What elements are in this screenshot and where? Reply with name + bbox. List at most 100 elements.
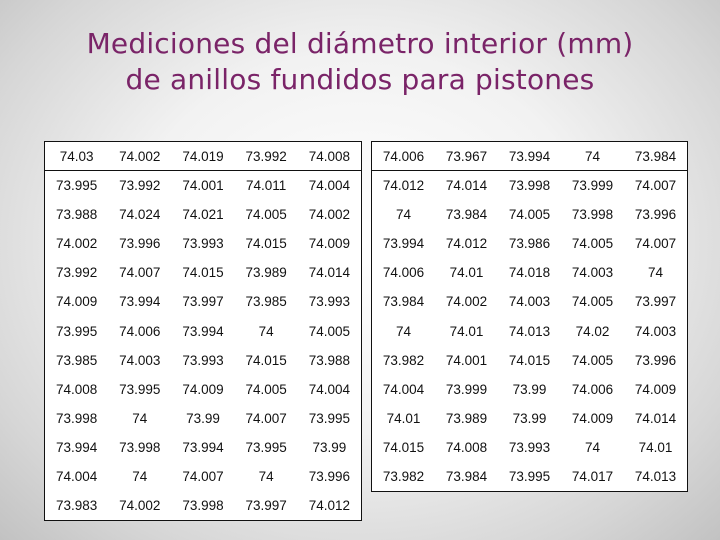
table-row: 74.006 74.01 74.018 74.003 74 [372,258,688,287]
table-cell: 74.004 [55,468,98,484]
table-cell: 73.997 [634,294,677,310]
measurements-table-right: 74.006 73.967 73.994 74 73.984 74.012 74.014 73… [371,141,688,493]
table-cell: 74.002 [445,294,488,310]
table-cell: 73.995 [119,381,161,397]
table-cell: 73.995 [55,323,98,339]
table-cell: 74.003 [571,265,614,281]
table-cell: 73.998 [119,439,161,455]
table-cell: 73.996 [308,468,350,484]
table-cell: 74.003 [634,323,677,339]
table-cell: 74.007 [182,468,224,484]
table-cell: 73.988 [308,352,350,368]
table-cell: 73.998 [571,207,614,223]
table-cell: 73.994 [55,439,98,455]
table-cell: 74.014 [634,410,677,426]
table-cell: 74.006 [371,141,435,171]
table-cell: 74.002 [108,141,172,171]
table-cell: 73.998 [182,498,224,514]
table-cell: 73.993 [182,352,224,368]
table-cell: 73.989 [445,410,488,426]
table-cell: 73.982 [382,352,425,368]
table-cell: 74.017 [571,468,614,484]
table-row: 74 73.984 74.005 73.998 73.996 [372,200,688,229]
table-row: 73.988 74.024 74.021 74.005 74.002 [45,200,362,229]
table-row: 73.982 73.984 73.995 74.017 74.013 [372,462,688,492]
table-cell: 74.002 [308,207,350,223]
table-cell: 73.985 [55,352,98,368]
table-row: 73.994 73.998 73.994 73.995 73.99 [45,433,362,462]
table-cell: 74.018 [508,265,551,281]
measurements-table-left: 74.03 74.002 74.019 73.992 74.008 73.995 73.99… [44,141,362,522]
table-cell: 74.013 [634,468,677,484]
table-cell: 74.01 [386,410,421,426]
table-cell: 73.994 [119,294,161,310]
table-row: 74 74.01 74.013 74.02 74.003 [372,316,688,345]
table-cell: 74.009 [182,381,224,397]
table-row: 73.995 73.992 74.001 74.011 74.004 [45,171,362,201]
table-cell: 74 [395,323,412,339]
table-cell: 73.99 [512,381,547,397]
table-cell: 74.003 [508,294,551,310]
table-row: 74.01 73.989 73.99 74.009 74.014 [372,404,688,433]
table-cell: 73.993 [508,439,551,455]
table-row: 74.004 74 74.007 74 73.996 [45,462,362,491]
table-row: 73.998 74 73.99 74.007 73.995 [45,404,362,433]
table-row: 74.015 74.008 73.993 74 74.01 [372,433,688,462]
table-cell: 73.992 [119,178,161,194]
table-cell: 74 [132,468,148,484]
table-cell: 74.005 [571,294,614,310]
table-row: 73.992 74.007 74.015 73.989 74.014 [45,258,362,287]
table-cell: 73.994 [382,236,425,252]
table-cell: 74.021 [182,207,224,223]
table-cell: 74.004 [382,381,425,397]
table-cell: 73.986 [508,236,551,252]
table-cell: 74.001 [182,178,224,194]
table-cell: 74.006 [571,381,614,397]
table-cell: 73.967 [435,141,498,171]
table-cell: 73.999 [445,381,488,397]
table-cell: 74.005 [245,207,287,223]
table-cell: 74.019 [171,141,235,171]
table-row: 73.985 74.003 73.993 74.015 73.988 [45,346,362,375]
table-cell: 74.01 [449,265,484,281]
table-cell: 74 [258,323,274,339]
table-cell: 73.995 [245,439,287,455]
table-row: 74.009 73.994 73.997 73.985 73.993 [45,287,362,316]
table-cell: 73.998 [55,410,98,426]
title-line-2: de anillos fundidos para pistones [125,63,595,96]
table-cell: 73.982 [382,468,425,484]
table-cell: 74.001 [445,352,488,368]
table-cell: 73.998 [508,178,551,194]
table-cell: 74 [561,141,624,171]
table-cell: 73.996 [119,236,161,252]
table-cell: 74.02 [575,323,610,339]
table-cell: 74.006 [119,323,161,339]
table-cell: 73.984 [445,468,488,484]
table-cell: 74.008 [445,439,488,455]
table-cell: 74.002 [119,498,161,514]
table-cell: 73.984 [445,207,488,223]
table-row: 73.984 74.002 74.003 74.005 73.997 [372,287,688,316]
table-cell: 74 [258,468,274,484]
table-cell: 74.01 [638,439,673,455]
table-cell: 74.008 [297,141,362,171]
table-row: 74.03 74.002 74.019 73.992 74.008 [44,141,362,171]
table-cell: 73.989 [245,265,287,281]
table-cell: 74.005 [508,207,551,223]
table-cell: 73.997 [245,498,287,514]
table-cell: 73.995 [308,410,350,426]
table-row: 74.006 73.967 73.994 74 73.984 [371,141,688,171]
table-cell: 74.015 [508,352,551,368]
table-cell: 74.008 [55,381,98,397]
table-cell: 74.003 [119,352,161,368]
table-cell: 74.007 [245,410,287,426]
table-cell: 74.004 [308,178,350,194]
table-cell: 73.99 [186,410,220,426]
table-cell: 73.993 [182,236,224,252]
table-row: 74.002 73.996 73.993 74.015 74.009 [45,229,362,258]
table-cell: 74.013 [508,323,551,339]
table-cell: 73.984 [382,294,425,310]
table-cell: 74.01 [449,323,484,339]
table-cell: 74.009 [571,410,614,426]
table-cell: 74 [132,410,148,426]
